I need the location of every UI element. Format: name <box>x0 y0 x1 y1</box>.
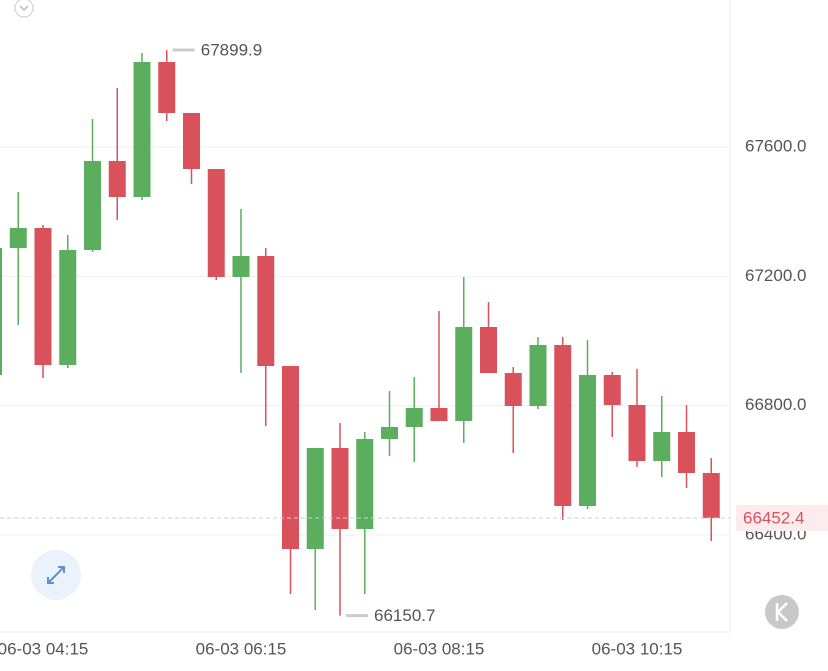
candle-body <box>455 326 473 422</box>
y-tick-label: 67600.0 <box>745 136 806 155</box>
candle-body <box>603 375 621 406</box>
candle-body <box>9 227 27 249</box>
candle-body <box>158 62 176 113</box>
x-tick-label: 06-03 04:15 <box>0 639 88 658</box>
candle-body <box>678 432 695 473</box>
last-price-label: 66452.4 <box>743 509 804 528</box>
candle-body <box>554 345 572 507</box>
candle-body <box>183 112 200 169</box>
candle-body <box>108 161 126 197</box>
candle-body <box>356 439 374 529</box>
candle-body <box>381 426 398 440</box>
candle-body <box>702 472 720 519</box>
candle-body <box>653 432 671 462</box>
candle-body <box>430 408 448 422</box>
x-tick-label: 06-03 10:15 <box>592 639 683 658</box>
collapse-icon[interactable] <box>14 0 34 18</box>
candle-body <box>84 161 101 251</box>
extreme-label: 67899.9 <box>201 41 262 60</box>
candle-body <box>0 248 2 376</box>
candle-body <box>405 408 423 427</box>
y-tick-label: 66800.0 <box>745 395 806 414</box>
candle-body <box>306 448 324 550</box>
candle-body <box>529 345 547 407</box>
candle-body <box>480 326 497 373</box>
y-tick-label: 67200.0 <box>745 266 806 285</box>
x-tick-label: 06-03 08:15 <box>394 639 485 658</box>
candle-body <box>59 250 77 366</box>
candle-body <box>628 405 646 462</box>
candle-body <box>133 62 151 197</box>
candle-body <box>504 372 522 407</box>
candle-body <box>207 168 225 278</box>
candle-body <box>232 255 250 278</box>
expand-button[interactable] <box>31 550 81 600</box>
candle-body <box>257 255 275 367</box>
candle-body <box>579 375 596 507</box>
candle-body <box>331 448 349 529</box>
candle-body <box>282 366 299 550</box>
x-tick-label: 06-03 06:15 <box>196 639 287 658</box>
candle-body <box>34 227 52 366</box>
extreme-label: 66150.7 <box>374 606 435 625</box>
last-price-box <box>736 505 828 532</box>
k-button[interactable] <box>765 595 799 629</box>
